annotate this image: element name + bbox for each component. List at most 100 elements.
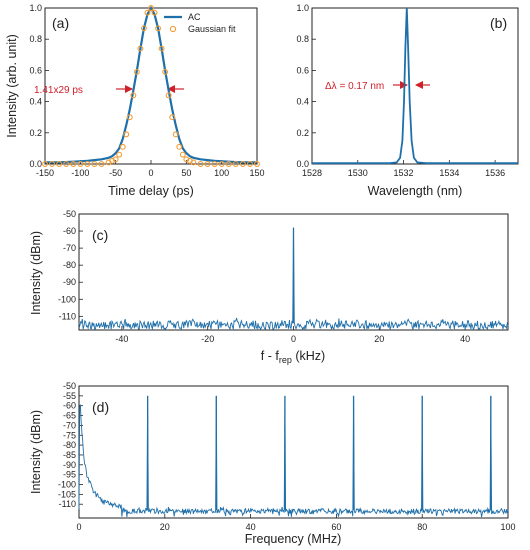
y-tick-label: 0.8 (29, 34, 42, 44)
y-tick-label: 0.6 (29, 65, 42, 75)
gaussian-fit-point (172, 131, 179, 138)
legend-fit-marker (169, 25, 177, 33)
panel-a-fwhm-annotation: 1.41x29 ps (34, 85, 184, 96)
panel-b-x-axis-label: Wavelength (nm) (368, 184, 463, 198)
y-tick-label: -95 (63, 470, 76, 480)
spectrum-trace-line (78, 395, 509, 518)
x-tick-label: 100 (214, 168, 229, 178)
gaussian-fit-point (112, 156, 119, 163)
gaussian-fit-point (169, 114, 176, 121)
y-tick-label: 0.4 (29, 97, 42, 107)
y-tick-label: -100 (58, 294, 76, 304)
y-tick-label: 0.2 (29, 128, 42, 138)
y-tick-label: 0.6 (296, 65, 309, 75)
y-tick-label: 0.4 (296, 97, 309, 107)
linewidth-right-arrowhead (415, 81, 423, 89)
gaussian-fit-point (176, 143, 183, 150)
panel-b-linewidth-annotation: Δλ = 0.17 nm (325, 81, 430, 92)
gaussian-fit-point (211, 161, 218, 167)
gaussian-fit-point (119, 143, 126, 150)
gaussian-fit-point (126, 114, 133, 121)
gaussian-fit-point (123, 131, 130, 138)
fwhm-left-arrowhead (125, 85, 133, 93)
x-tick-label: 1530 (348, 168, 368, 178)
x-tick-label: 1534 (439, 168, 459, 178)
spectrum-trace-line (78, 227, 509, 331)
gaussian-fit-point (109, 157, 116, 164)
gaussian-fit-point (158, 45, 165, 52)
y-tick-label: 0.8 (296, 34, 309, 44)
y-tick-label: -70 (63, 420, 76, 430)
panel-b-label: (b) (490, 15, 507, 31)
gaussian-fit-point (204, 161, 211, 167)
gaussian-fit-point (239, 161, 246, 167)
x-tick-label: 50 (181, 168, 191, 178)
gaussian-fit-point (232, 161, 239, 167)
gaussian-fit-point (70, 161, 77, 167)
gaussian-fit-point (197, 161, 204, 167)
y-tick-label: -100 (58, 480, 76, 490)
ac-trace-line (45, 5, 257, 164)
x-tick-label: -40 (115, 334, 128, 344)
gaussian-fit-point (91, 161, 98, 167)
gaussian-fit-point (190, 159, 197, 166)
panel-b-linewidth-text: Δλ = 0.17 nm (325, 81, 384, 92)
panel-d-rf-spectrum: (d) Frequency (MHz) Intensity (dBm) 0 20 4… (29, 381, 516, 546)
spectrum-trace-line (312, 7, 518, 165)
gaussian-fit-point (151, 9, 158, 16)
gaussian-fit-point (84, 161, 91, 167)
x-tick-label: -50 (109, 168, 122, 178)
x-tick-label: 40 (460, 334, 470, 344)
y-tick-label: 1.0 (296, 3, 309, 13)
gaussian-fit-point (148, 5, 154, 11)
x-tick-label: 150 (249, 168, 264, 178)
x-tick-label: 1528 (302, 168, 322, 178)
panel-a-legend: AC Gaussian fit (164, 12, 236, 34)
x-tick-label: 100 (500, 522, 515, 532)
gaussian-fit-point (42, 161, 48, 167)
panel-c-beat-note: (c) f - frep (kHz) Intensity (dBm) -40 -2… (29, 209, 509, 365)
panel-d-x-axis-label: Frequency (MHz) (245, 532, 342, 546)
x-tick-label: -20 (201, 334, 214, 344)
panel-d-plot-frame (78, 385, 509, 519)
y-tick-label: -60 (63, 226, 76, 236)
gaussian-fit-point (133, 69, 140, 75)
y-tick-label: -55 (63, 391, 76, 401)
gaussian-fit-point (225, 161, 232, 167)
x-tick-label: 0 (148, 168, 153, 178)
y-tick-label: 1.0 (29, 3, 42, 13)
y-tick-label: -70 (63, 243, 76, 253)
y-tick-label: -90 (63, 460, 76, 470)
gaussian-fit-point (98, 161, 105, 167)
gaussian-fit-point (137, 45, 144, 52)
y-tick-label: -50 (63, 209, 76, 219)
x-tick-label: 20 (160, 522, 170, 532)
y-tick-label: 0.0 (296, 159, 309, 169)
gaussian-fit-point (116, 151, 123, 158)
gaussian-fit-point (165, 92, 172, 99)
gaussian-fit-point (162, 69, 169, 75)
panel-c-x-label-subscript: rep (279, 355, 292, 365)
x-tick-label: -150 (36, 168, 54, 178)
y-tick-label: 0.0 (29, 159, 42, 169)
gaussian-fit-point (186, 157, 193, 164)
gaussian-fit-point (56, 161, 63, 167)
gaussian-fit-point (130, 92, 137, 99)
panel-a-label: (a) (52, 15, 69, 31)
panel-d-label: (d) (92, 399, 109, 415)
y-tick-label: -85 (63, 450, 76, 460)
y-tick-label: -110 (59, 499, 76, 509)
panel-c-x-label-units: (kHz) (292, 349, 325, 363)
gaussian-fit-point (218, 161, 225, 167)
x-tick-label: 20 (374, 334, 384, 344)
y-tick-label: -105 (58, 489, 76, 499)
y-tick-label: -80 (63, 260, 76, 270)
panel-b-spectrum: (b) Wavelength (nm) Δλ = 0.17 nm 1528 153… (296, 3, 519, 198)
gaussian-fit-point (49, 161, 56, 167)
gaussian-fit-point (140, 25, 147, 32)
y-tick-label: -90 (63, 277, 76, 287)
x-tick-label: 1532 (394, 168, 414, 178)
panel-c-x-axis-label: f - frep (kHz) (261, 349, 325, 365)
panel-b-plot-frame (311, 7, 519, 165)
